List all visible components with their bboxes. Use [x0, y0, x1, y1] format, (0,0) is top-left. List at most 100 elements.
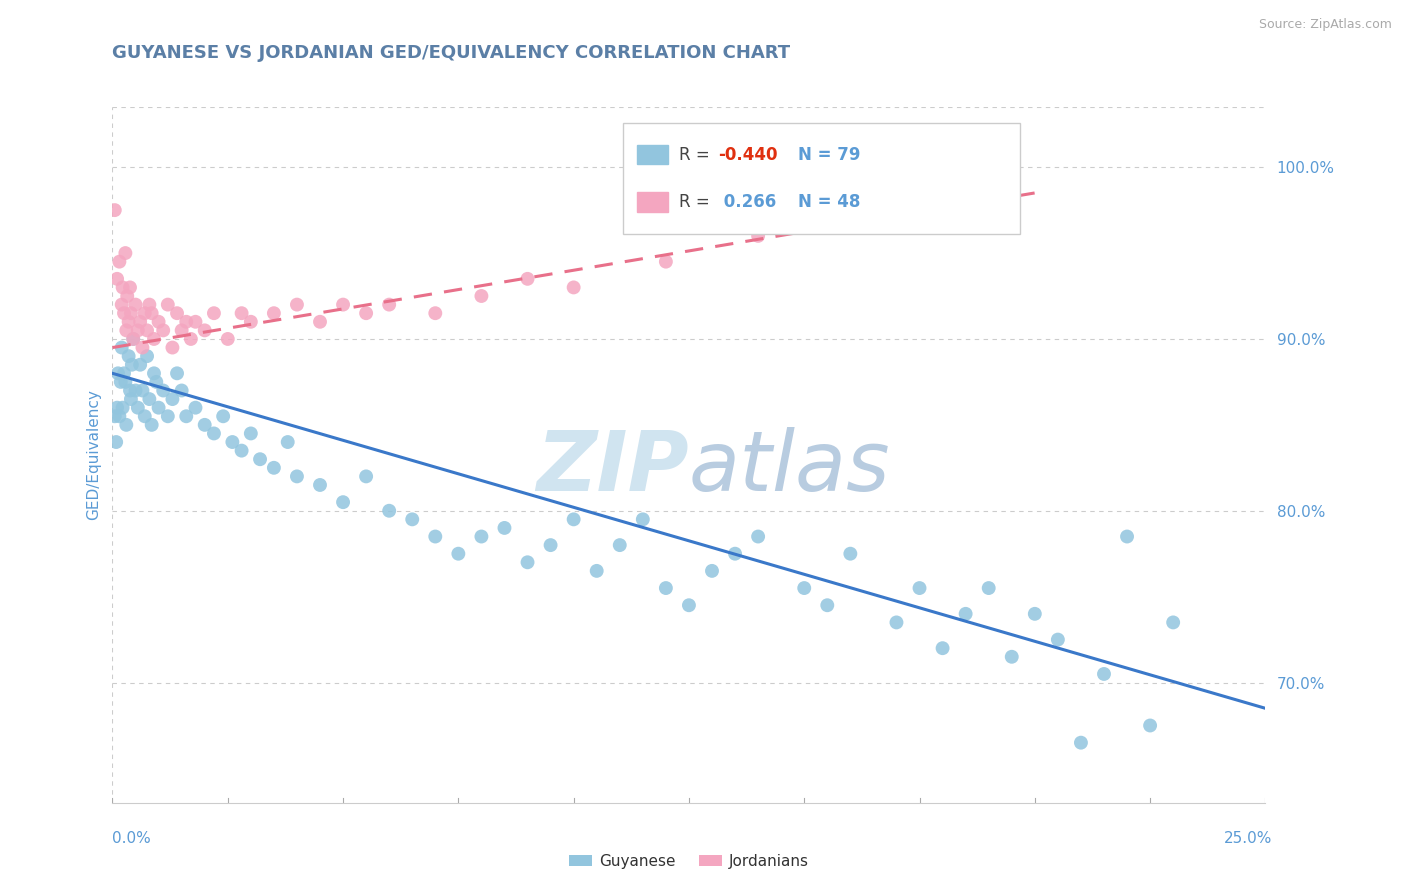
- Text: Source: ZipAtlas.com: Source: ZipAtlas.com: [1258, 18, 1392, 31]
- Point: [425, 306, 447, 320]
- Point: [156, 297, 179, 311]
- Point: [655, 581, 678, 595]
- Text: -0.440: -0.440: [718, 145, 778, 163]
- Point: [239, 315, 262, 329]
- Point: [1070, 736, 1092, 750]
- Point: [332, 495, 354, 509]
- Text: GUYANESE VS JORDANIAN GED/EQUIVALENCY CORRELATION CHART: GUYANESE VS JORDANIAN GED/EQUIVALENCY CO…: [112, 45, 790, 62]
- Point: [470, 289, 492, 303]
- Point: [104, 409, 127, 424]
- Point: [231, 443, 253, 458]
- Point: [212, 409, 235, 424]
- Point: [162, 392, 184, 406]
- Point: [127, 323, 149, 337]
- Point: [249, 452, 271, 467]
- Point: [143, 332, 166, 346]
- Point: [231, 306, 253, 320]
- Point: [908, 581, 931, 595]
- Point: [1001, 649, 1024, 664]
- Point: [285, 469, 308, 483]
- Point: [562, 280, 585, 294]
- Point: [609, 538, 631, 552]
- Point: [239, 426, 262, 441]
- Point: [108, 409, 131, 424]
- Point: [202, 306, 225, 320]
- Point: [156, 409, 179, 424]
- Point: [131, 384, 153, 398]
- Point: [184, 315, 207, 329]
- Point: [112, 306, 135, 320]
- Point: [134, 306, 156, 320]
- Text: ZIP: ZIP: [536, 427, 689, 508]
- Point: [111, 297, 134, 311]
- Point: [141, 306, 163, 320]
- Point: [516, 555, 538, 569]
- Point: [378, 504, 401, 518]
- Point: [180, 332, 202, 346]
- Point: [118, 280, 141, 294]
- Point: [955, 607, 977, 621]
- Text: N = 79: N = 79: [799, 145, 860, 163]
- Point: [141, 417, 163, 432]
- Point: [931, 641, 953, 656]
- Point: [111, 280, 134, 294]
- Point: [170, 323, 193, 337]
- Point: [1161, 615, 1184, 630]
- Point: [700, 564, 723, 578]
- Point: [136, 323, 159, 337]
- Point: [354, 306, 377, 320]
- Point: [221, 435, 243, 450]
- Point: [122, 332, 145, 346]
- Point: [136, 349, 159, 363]
- Point: [115, 289, 138, 303]
- Point: [263, 460, 285, 475]
- Point: [118, 384, 141, 398]
- Point: [217, 332, 239, 346]
- Point: [107, 367, 129, 381]
- Point: [104, 203, 127, 218]
- Point: [148, 315, 170, 329]
- Point: [121, 358, 143, 372]
- Point: [516, 272, 538, 286]
- Point: [540, 538, 562, 552]
- Point: [494, 521, 516, 535]
- Point: [148, 401, 170, 415]
- Point: [145, 375, 167, 389]
- Point: [277, 435, 299, 450]
- Point: [747, 529, 769, 543]
- Point: [120, 306, 142, 320]
- Point: [977, 581, 1000, 595]
- Point: [143, 367, 166, 381]
- Point: [122, 332, 145, 346]
- Point: [110, 375, 132, 389]
- Point: [134, 409, 156, 424]
- Point: [111, 341, 134, 355]
- Text: R =: R =: [679, 193, 716, 211]
- Point: [170, 384, 193, 398]
- Point: [105, 401, 128, 415]
- Point: [378, 297, 401, 311]
- Point: [815, 599, 838, 613]
- Point: [447, 547, 470, 561]
- Point: [105, 272, 128, 286]
- Point: [194, 323, 217, 337]
- Point: [117, 349, 139, 363]
- Point: [115, 417, 138, 432]
- Point: [470, 529, 492, 543]
- Point: [332, 297, 354, 311]
- Point: [138, 392, 160, 406]
- Legend: Guyanese, Jordanians: Guyanese, Jordanians: [562, 848, 815, 875]
- Point: [117, 315, 139, 329]
- Point: [309, 315, 332, 329]
- Text: N = 48: N = 48: [799, 193, 860, 211]
- Point: [152, 384, 174, 398]
- Point: [1139, 718, 1161, 732]
- Text: 0.266: 0.266: [718, 193, 776, 211]
- Point: [202, 426, 225, 441]
- Point: [138, 297, 160, 311]
- Text: 25.0%: 25.0%: [1225, 831, 1272, 846]
- Point: [129, 358, 152, 372]
- Point: [1092, 667, 1115, 681]
- Point: [174, 315, 197, 329]
- Point: [631, 512, 654, 526]
